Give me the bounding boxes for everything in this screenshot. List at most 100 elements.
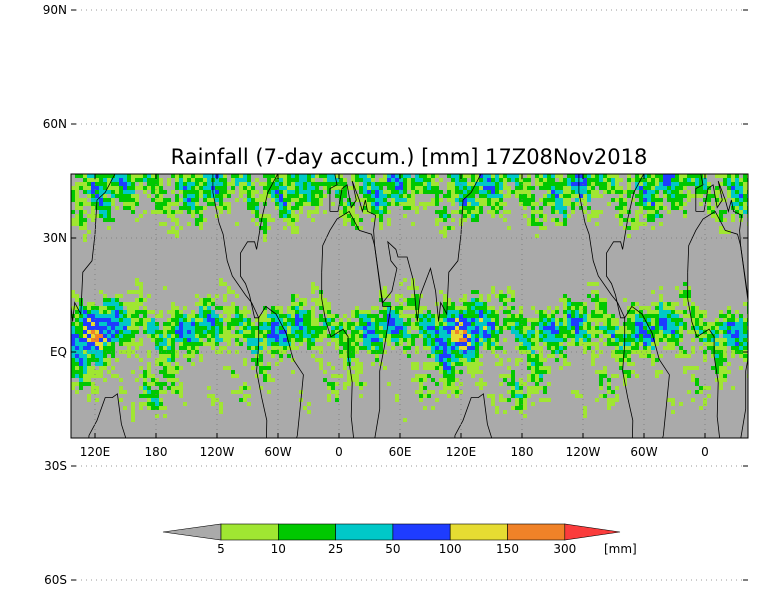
rain-cell	[739, 190, 743, 194]
rain-cell	[403, 170, 407, 174]
rain-cell	[427, 14, 431, 18]
rain-cell	[223, 310, 227, 314]
rain-cell	[711, 134, 715, 138]
rain-cell	[291, 174, 295, 178]
rain-cell	[123, 206, 127, 210]
rain-cell	[275, 178, 279, 182]
rain-cell	[379, 182, 383, 186]
rain-cell	[627, 98, 631, 102]
rain-cell	[439, 18, 443, 22]
rain-cell	[723, 170, 727, 174]
rain-cell	[339, 170, 343, 174]
rain-cell	[659, 202, 663, 206]
rain-cell	[587, 182, 591, 186]
rain-cell	[159, 126, 163, 130]
rain-cell	[167, 138, 171, 142]
rain-cell	[711, 86, 715, 90]
rain-cell	[611, 134, 615, 138]
rain-cell	[743, 198, 747, 202]
rain-cell	[695, 170, 699, 174]
rain-cell	[131, 150, 135, 154]
rain-cell	[103, 298, 107, 302]
rain-cell	[75, 78, 79, 82]
rain-cell	[159, 166, 163, 170]
rain-cell	[95, 42, 99, 46]
rain-cell	[679, 186, 683, 190]
rain-cell	[687, 126, 691, 130]
rain-cell	[175, 86, 179, 90]
rain-cell	[399, 58, 403, 62]
rain-cell	[87, 174, 91, 178]
rain-cell	[251, 14, 255, 18]
rain-cell	[319, 10, 323, 14]
rain-cell	[591, 138, 595, 142]
rain-cell	[375, 210, 379, 214]
rain-cell	[295, 218, 299, 222]
rain-cell	[119, 310, 123, 314]
rain-cell	[155, 178, 159, 182]
rain-cell	[299, 298, 303, 302]
rain-cell	[487, 310, 491, 314]
rain-cell	[607, 174, 611, 178]
rain-cell	[499, 198, 503, 202]
rain-cell	[255, 210, 259, 214]
rain-cell	[231, 190, 235, 194]
rain-cell	[659, 158, 663, 162]
rain-cell	[431, 202, 435, 206]
rain-cell	[119, 38, 123, 42]
rain-cell	[355, 186, 359, 190]
rain-cell	[635, 186, 639, 190]
rain-cell	[475, 78, 479, 82]
rain-cell	[463, 70, 467, 74]
rain-cell	[359, 98, 363, 102]
rain-cell	[495, 198, 499, 202]
rain-cell	[355, 74, 359, 78]
rain-cell	[615, 182, 619, 186]
rain-cell	[199, 306, 203, 310]
rain-cell	[207, 178, 211, 182]
rain-cell	[503, 130, 507, 134]
rain-cell	[711, 114, 715, 118]
rain-cell	[571, 314, 575, 318]
rain-cell	[683, 162, 687, 166]
rain-cell	[491, 206, 495, 210]
rain-cell	[579, 206, 583, 210]
rain-cell	[291, 94, 295, 98]
rain-cell	[459, 86, 463, 90]
rain-cell	[551, 98, 555, 102]
rain-cell	[531, 106, 535, 110]
rain-cell	[247, 54, 251, 58]
rain-cell	[175, 222, 179, 226]
rain-cell	[555, 170, 559, 174]
rain-cell	[319, 182, 323, 186]
rain-cell	[499, 178, 503, 182]
rain-cell	[331, 18, 335, 22]
rain-cell	[263, 118, 267, 122]
rain-cell	[351, 174, 355, 178]
rain-cell	[83, 222, 87, 226]
rain-cell	[119, 186, 123, 190]
rain-cell	[307, 106, 311, 110]
rain-cell	[323, 298, 327, 302]
rain-cell	[723, 218, 727, 222]
rain-cell	[539, 10, 543, 14]
rain-cell	[111, 82, 115, 86]
rain-cell	[691, 98, 695, 102]
rain-cell	[555, 182, 559, 186]
rain-cell	[623, 198, 627, 202]
rain-cell	[667, 50, 671, 54]
rain-cell	[671, 118, 675, 122]
rain-cell	[83, 74, 87, 78]
rain-cell	[543, 178, 547, 182]
rain-cell	[487, 42, 491, 46]
rain-cell	[515, 110, 519, 114]
rain-cell	[371, 314, 375, 318]
rain-cell	[111, 30, 115, 34]
rain-cell	[255, 202, 259, 206]
rain-cell	[507, 94, 511, 98]
rain-cell	[635, 218, 639, 222]
rain-cell	[507, 102, 511, 106]
rain-cell	[643, 90, 647, 94]
rain-cell	[487, 190, 491, 194]
rain-cell	[135, 114, 139, 118]
